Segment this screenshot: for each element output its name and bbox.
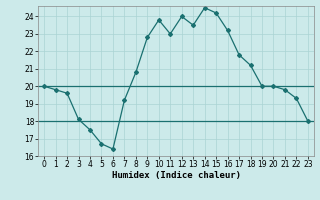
- X-axis label: Humidex (Indice chaleur): Humidex (Indice chaleur): [111, 171, 241, 180]
